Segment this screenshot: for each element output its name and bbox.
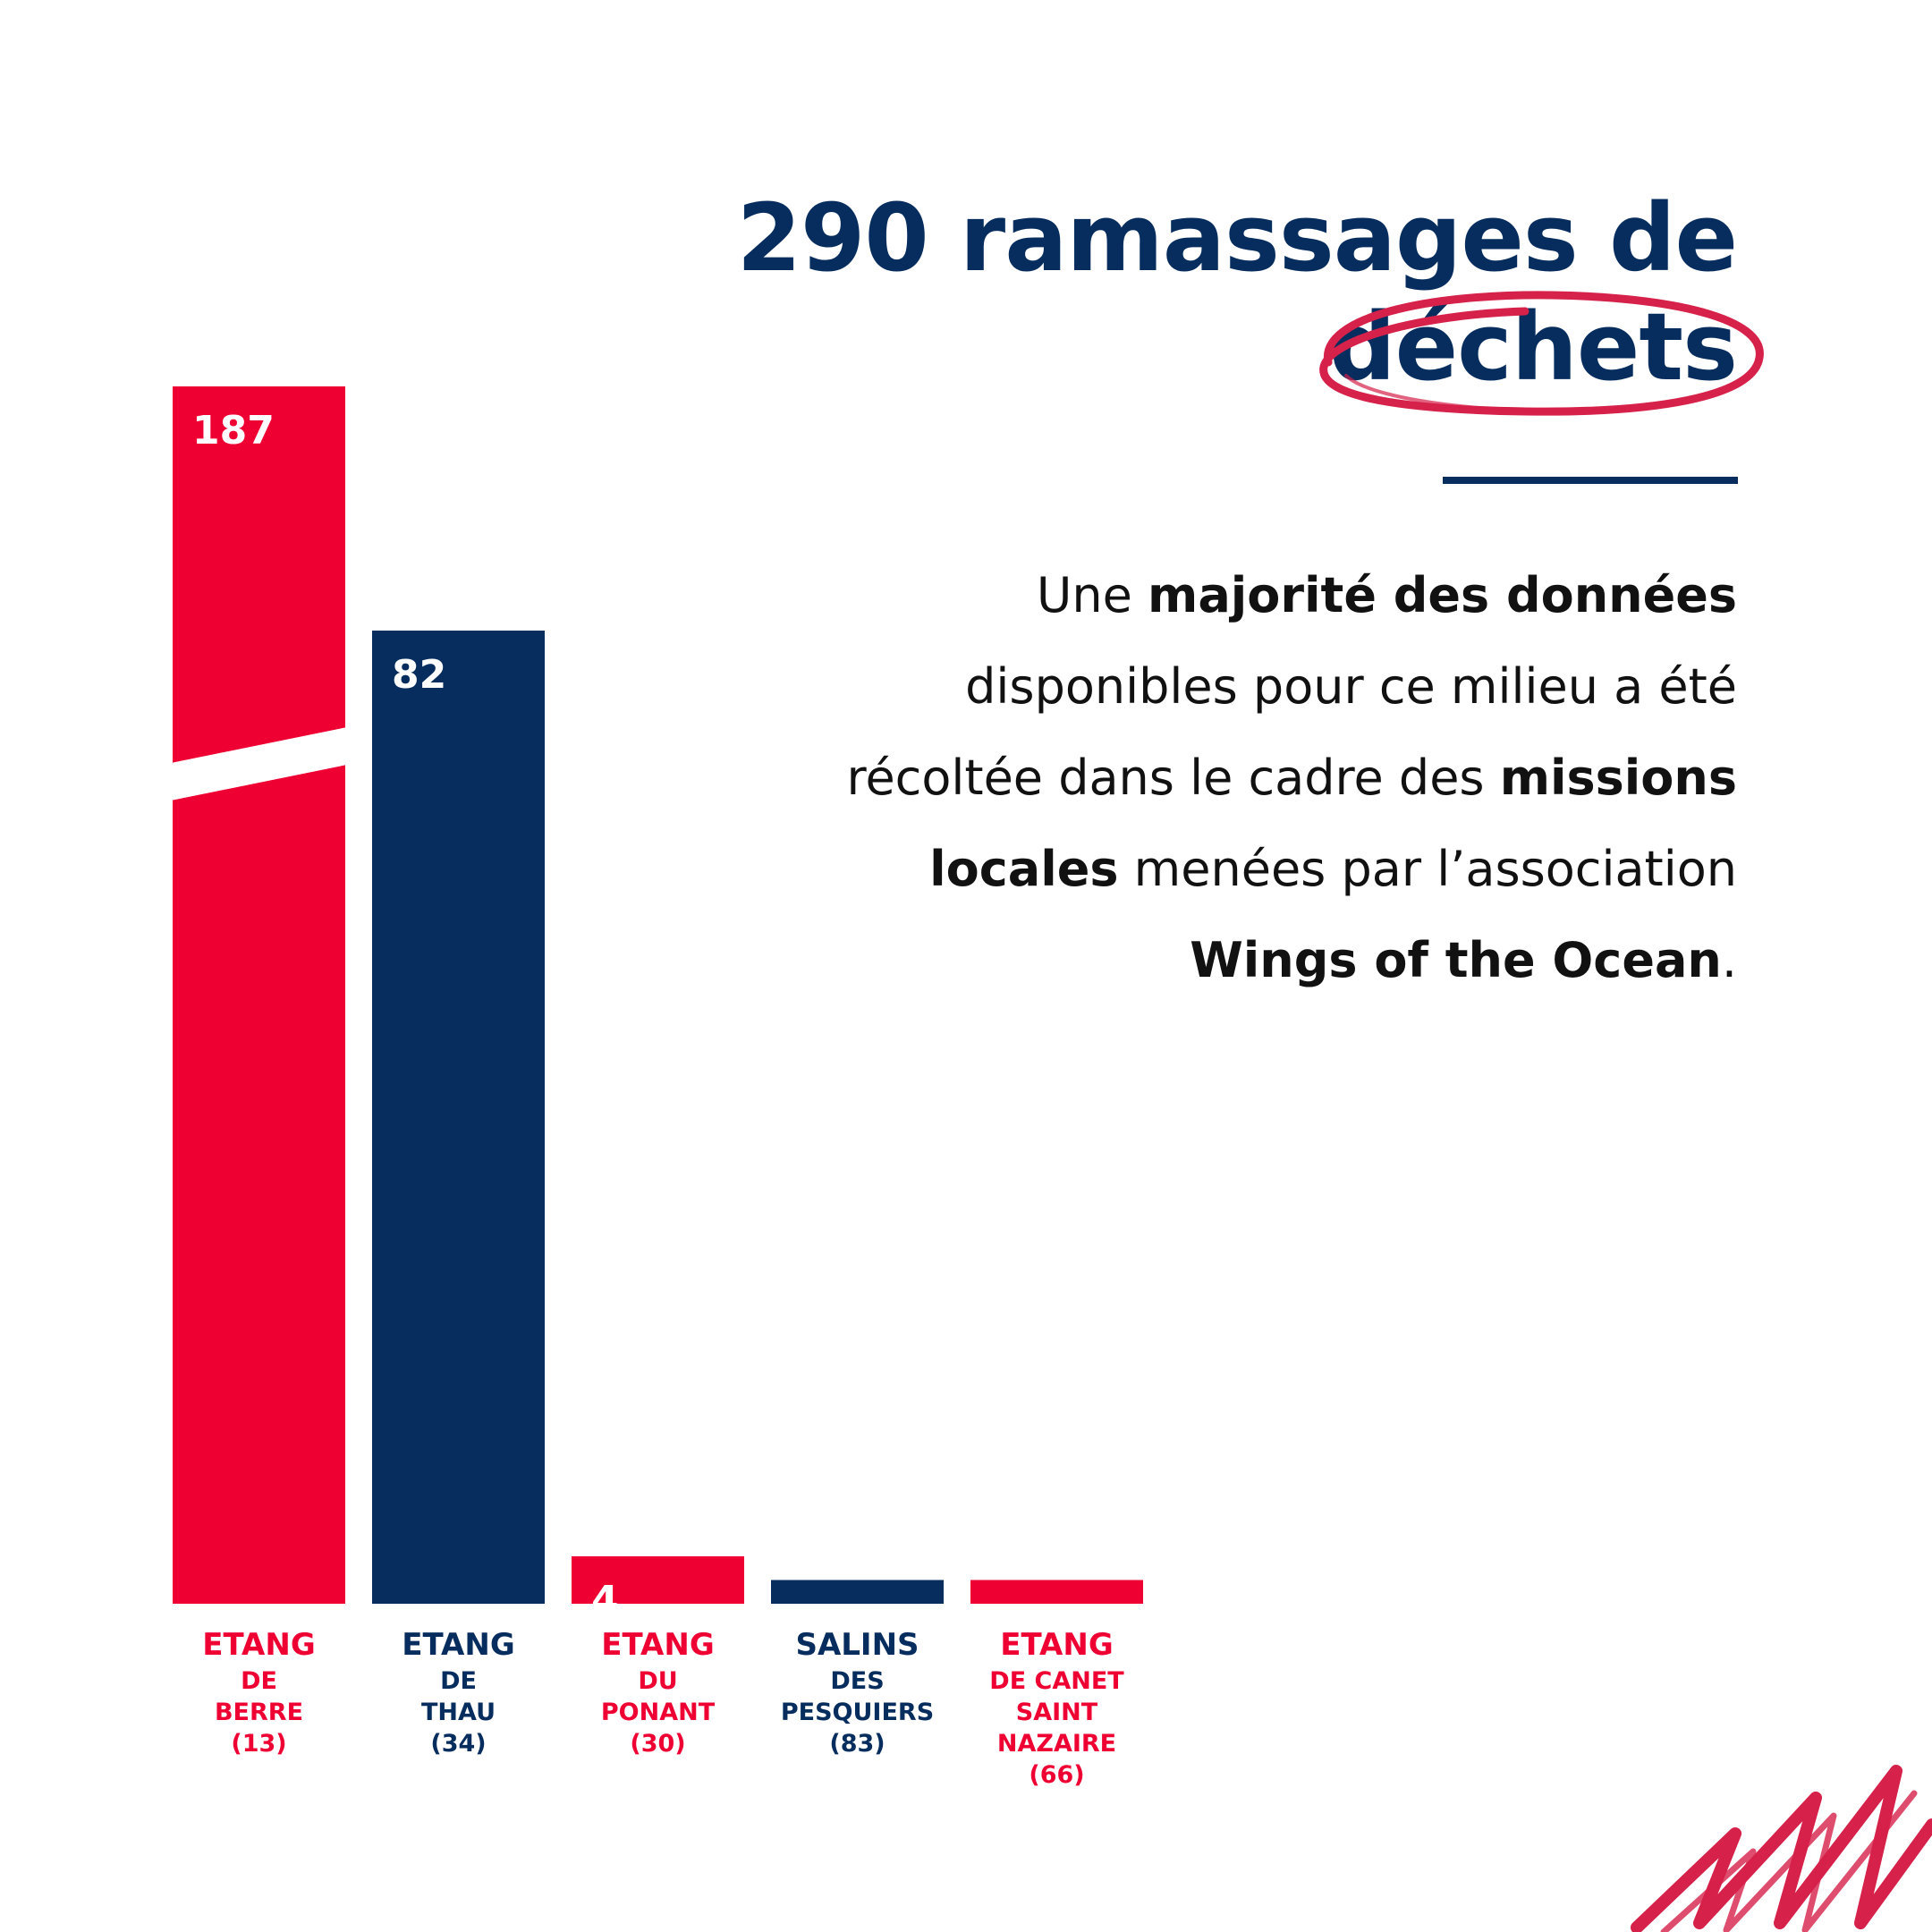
data-label: 2 [990,1601,1018,1647]
category-label: DES [830,1667,884,1695]
category-label: THAU [421,1699,496,1726]
para-bold: Wings of the Ocean [1190,932,1722,988]
category-label: (66) [1029,1761,1084,1789]
page-title: 290 ramassages de déchets [736,183,1738,402]
axis-break [171,727,347,801]
category-label: DE [241,1667,277,1695]
category-label: SAINT [1016,1699,1098,1726]
bar [372,631,545,1604]
para-bold: locales [929,841,1119,897]
circled-word-mark [1319,291,1764,416]
para-text: Une [1036,567,1148,623]
para-line-4: locales menées par l’association [682,824,1737,915]
para-line-2: disponibles pour ce milieu a été [965,658,1737,715]
para-line-3: récoltée dans le cadre des missions [682,733,1737,824]
bar [970,1580,1143,1604]
category-label: PESQUIERS [781,1699,934,1726]
category-label: (34) [430,1730,486,1758]
category-label: DE [440,1667,477,1695]
category-label: (13) [231,1730,286,1758]
scribble-decoration [1631,1765,1932,1932]
data-label: 82 [392,652,446,698]
category-label: DE CANET [989,1667,1124,1695]
para-bold: majorité des données [1148,567,1737,623]
para-line-1: Une majorité des données [682,550,1737,641]
para-bold: missions [1499,750,1737,806]
para-text: . [1721,932,1737,988]
para-text: menées par l’association [1118,841,1737,897]
category-label: (30) [630,1730,685,1758]
category-label: BERRE [215,1699,303,1726]
category-label: SALINS [795,1627,919,1663]
description-paragraph: Une majorité des données disponibles pou… [682,550,1737,1006]
category-label: ETANG [601,1627,714,1663]
bar [572,1555,744,1604]
divider [1443,477,1738,484]
data-label: 4 [591,1578,619,1623]
category-label: (83) [829,1730,885,1758]
para-line-5: Wings of the Ocean. [682,915,1737,1006]
para-text: récoltée dans le cadre des [846,750,1500,806]
data-label: 2 [791,1601,818,1647]
category-label: PONANT [601,1699,716,1726]
category-label: ETANG [202,1627,315,1663]
data-label: 187 [192,408,275,453]
title-line-1: 290 ramassages de [736,183,1738,292]
category-label: NAZAIRE [997,1730,1116,1758]
category-label: DU [638,1667,677,1695]
bar [173,386,345,1604]
bar [771,1580,944,1604]
category-label: ETANG [1000,1627,1113,1663]
category-label: ETANG [402,1627,514,1663]
